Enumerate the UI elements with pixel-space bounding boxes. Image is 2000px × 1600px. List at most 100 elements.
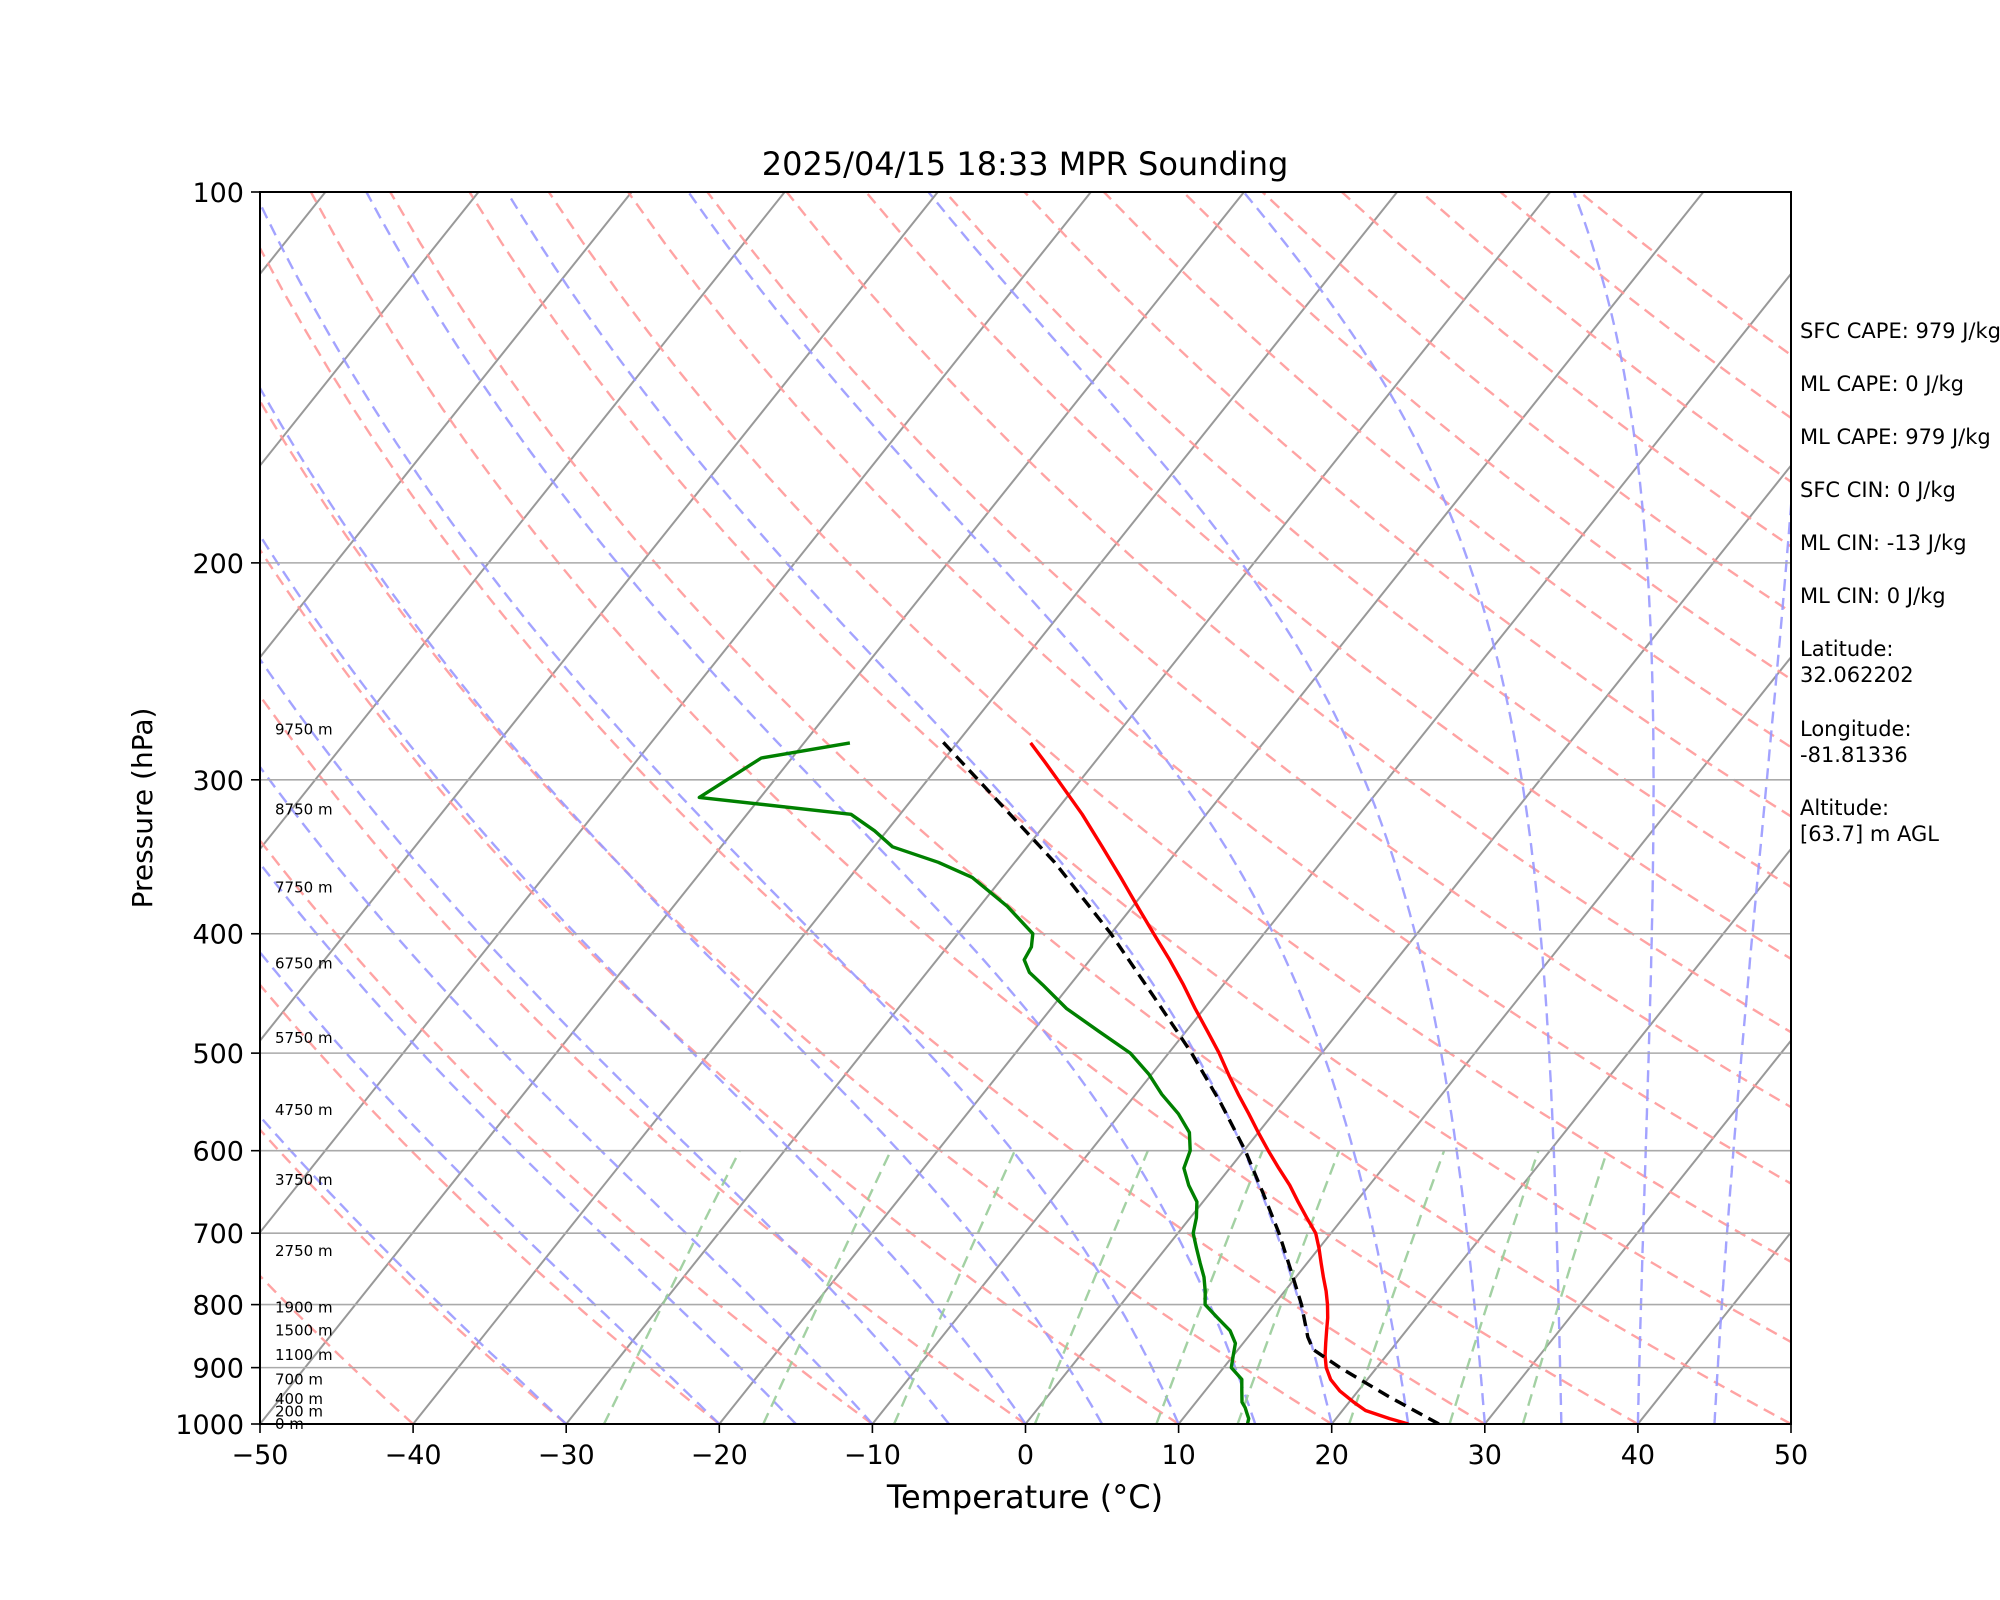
x-tick-label: −30 [538, 1440, 595, 1471]
isotherm-line [260, 192, 633, 659]
dry-adiabat-line [389, 192, 1791, 1424]
x-tick-label: −40 [385, 1440, 442, 1471]
mixing-ratio-line [1033, 1150, 1150, 1424]
isotherm-line [0, 192, 19, 1424]
x-tick-label: 10 [1161, 1440, 1195, 1471]
x-tick-label: 20 [1315, 1440, 1349, 1471]
chart-title: 2025/04/15 18:33 MPR Sounding [762, 145, 1289, 183]
isotherm-line [260, 192, 1245, 1424]
moist-adiabat-line [260, 950, 721, 1424]
height-label: 1100 m [275, 1346, 333, 1364]
y-tick-label: 400 [192, 920, 244, 951]
moist-adiabat-line [927, 192, 1486, 1424]
mixing-ratio-line [892, 1150, 1016, 1424]
annotation-text: ML CIN: -13 J/kg [1800, 531, 1967, 555]
mixing-ratio-line [1236, 1150, 1341, 1424]
dry-adiabat-line [260, 547, 1180, 1424]
height-label: 1500 m [275, 1322, 333, 1340]
mixing-ratio-line [602, 1150, 741, 1424]
height-label: 0 m [275, 1415, 304, 1433]
isotherm-line [260, 192, 1092, 1234]
height-label: 3750 m [275, 1171, 333, 1189]
dry-adiabat-line [468, 192, 1791, 1344]
height-label: 2750 m [275, 1242, 333, 1260]
y-axis-label: Pressure (hPa) [126, 708, 159, 909]
moist-adiabat-line [365, 192, 1257, 1424]
moist-adiabat-line [260, 385, 1104, 1424]
mixing-ratio-line [762, 1150, 892, 1424]
annotation-text: ML CIN: 0 J/kg [1800, 584, 1946, 608]
height-label: 400 m [275, 1390, 323, 1408]
mixing-ratio-line [1348, 1150, 1446, 1424]
height-label: 7750 m [275, 879, 333, 897]
dry-adiabat-line [706, 192, 1791, 1109]
parcel-profile-line [939, 737, 1440, 1424]
dry-adiabat-line [260, 245, 1486, 1424]
y-tick-label: 1000 [175, 1410, 244, 1441]
isotherm-line [718, 192, 1705, 1424]
isotherm-line [412, 192, 1398, 1424]
x-tick-label: 50 [1774, 1440, 1808, 1471]
height-label: 9750 m [275, 720, 333, 738]
dry-adiabat-line [547, 192, 1791, 1264]
dry-adiabat-line [260, 838, 874, 1424]
dry-adiabat-line [1103, 192, 1791, 749]
height-label: 5750 m [275, 1029, 333, 1047]
mixing-ratio-line [1155, 1150, 1264, 1424]
dry-adiabat-line [260, 693, 1027, 1424]
isotherm-line [871, 272, 1791, 1424]
annotation-text: Longitude: -81.81336 [1800, 717, 1912, 767]
temperature-profile-line [1029, 741, 1409, 1424]
isotherm-line [260, 192, 786, 851]
dry-adiabat-line [260, 983, 721, 1424]
isotherm-line [1484, 1039, 1791, 1424]
x-tick-label: 40 [1621, 1440, 1655, 1471]
moist-adiabat-line [1713, 490, 1791, 1424]
y-tick-label: 100 [192, 178, 244, 209]
dry-adiabat-line [627, 192, 1791, 1185]
annotation-text: Altitude: [63.7] m AGL [1800, 796, 1939, 846]
x-axis-label: Temperature (°C) [886, 1478, 1163, 1516]
dry-adiabat-line [260, 398, 1333, 1424]
plot-frame [259, 191, 1792, 1425]
x-tick-label: −50 [232, 1440, 289, 1471]
dry-adiabat-line [309, 192, 1639, 1424]
x-tick-label: 30 [1468, 1440, 1502, 1471]
height-label: 6750 m [275, 955, 333, 973]
isotherm-line [1024, 463, 1791, 1424]
moist-adiabat-line [260, 200, 1180, 1424]
moist-adiabat-line [260, 533, 1027, 1424]
moist-adiabat-line [1242, 192, 1563, 1424]
y-tick-label: 700 [192, 1219, 244, 1250]
annotation-text: ML CAPE: 0 J/kg [1800, 372, 1965, 396]
moist-adiabat-line [260, 764, 874, 1424]
isotherm-line [260, 192, 939, 1043]
annotation-text: SFC CAPE: 979 J/kg [1800, 319, 2000, 343]
isotherm-line [565, 192, 1551, 1424]
dry-adiabat-line [865, 192, 1791, 961]
x-tick-label: −10 [844, 1440, 901, 1471]
moist-adiabat-line [687, 192, 1410, 1424]
dewpoint-profile-line [697, 741, 1251, 1424]
height-label: 8750 m [275, 800, 333, 818]
isotherm-line [1177, 655, 1791, 1424]
x-tick-label: −20 [691, 1440, 748, 1471]
annotation-text: SFC CIN: 0 J/kg [1800, 478, 1956, 502]
height-label: 700 m [275, 1370, 323, 1388]
height-label: 200 m [275, 1403, 323, 1421]
moist-adiabat-line [260, 861, 797, 1424]
height-label: 1900 m [275, 1298, 333, 1316]
y-tick-label: 200 [192, 549, 244, 580]
y-tick-label: 600 [192, 1137, 244, 1168]
y-tick-label: 900 [192, 1354, 244, 1385]
height-label: 4750 m [275, 1101, 333, 1119]
y-tick-label: 800 [192, 1291, 244, 1322]
isotherm-line [260, 192, 480, 468]
isotherm-line [1330, 847, 1791, 1424]
moist-adiabat-line [1572, 192, 1655, 1424]
dry-adiabat-line [944, 192, 1791, 889]
x-tick-label: 0 [1017, 1440, 1034, 1471]
annotation-text: Latitude: 32.062202 [1800, 637, 1914, 687]
annotation-text: ML CAPE: 979 J/kg [1800, 425, 1991, 449]
